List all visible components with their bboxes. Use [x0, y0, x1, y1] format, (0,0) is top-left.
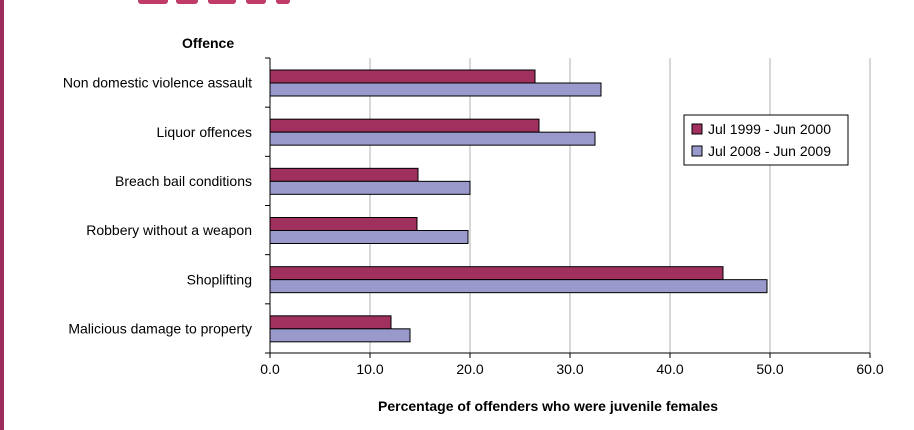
category-label-1: Liquor offences	[157, 124, 252, 140]
x-tick-label-3: 30.0	[556, 361, 583, 377]
legend-swatch-2008-2009	[691, 145, 703, 157]
x-axis-title: Percentage of offenders who were juvenil…	[378, 398, 718, 414]
bar-3-series-0	[269, 217, 418, 231]
bar-4-series-1	[269, 279, 768, 294]
x-tick-label-4: 40.0	[656, 361, 683, 377]
y-axis-title: Offence	[182, 35, 234, 51]
x-tick-labels: 0.0 10.0 20.0 30.0 40.0 50.0 60.0	[260, 353, 884, 377]
legend: Jul 1999 - Jun 2000 Jul 2008 - Jun 2009	[683, 114, 849, 166]
category-label-2: Breach bail conditions	[115, 173, 252, 189]
bar-2-series-0	[269, 167, 419, 182]
category-label-5: Malicious damage to property	[68, 320, 252, 336]
bar-1-series-0	[269, 118, 540, 133]
axes	[265, 57, 870, 354]
category-labels: Non domestic violence assault Liquor offe…	[63, 75, 252, 337]
bar-4-series-0	[269, 266, 724, 281]
category-label-4: Shoplifting	[187, 271, 252, 287]
legend-frame	[683, 114, 849, 166]
bars	[269, 69, 768, 343]
bar-2-series-1	[269, 180, 471, 195]
legend-label-2008-2009: Jul 2008 - Jun 2009	[708, 143, 831, 159]
x-tick-label-5: 50.0	[756, 361, 783, 377]
x-tick-label-1: 10.0	[356, 361, 383, 377]
bar-5-series-0	[269, 315, 392, 330]
grid-lines	[369, 58, 871, 353]
x-tick-label-0: 0.0	[260, 361, 280, 377]
left-accent-bar	[0, 0, 4, 430]
legend-label-1999-2000: Jul 1999 - Jun 2000	[708, 121, 831, 137]
clipped-title-fragment	[138, 0, 308, 6]
bar-0-series-0	[269, 69, 536, 84]
x-tick-label-6: 60.0	[856, 361, 883, 377]
bar-0-series-1	[269, 82, 602, 97]
bar-3-series-1	[269, 230, 469, 244]
category-label-3: Robbery without a weapon	[86, 222, 252, 238]
bar-5-series-1	[269, 328, 411, 343]
x-tick-label-2: 20.0	[456, 361, 483, 377]
legend-swatch-1999-2000	[691, 123, 703, 135]
bar-1-series-1	[269, 131, 596, 146]
category-label-0: Non domestic violence assault	[63, 75, 252, 91]
